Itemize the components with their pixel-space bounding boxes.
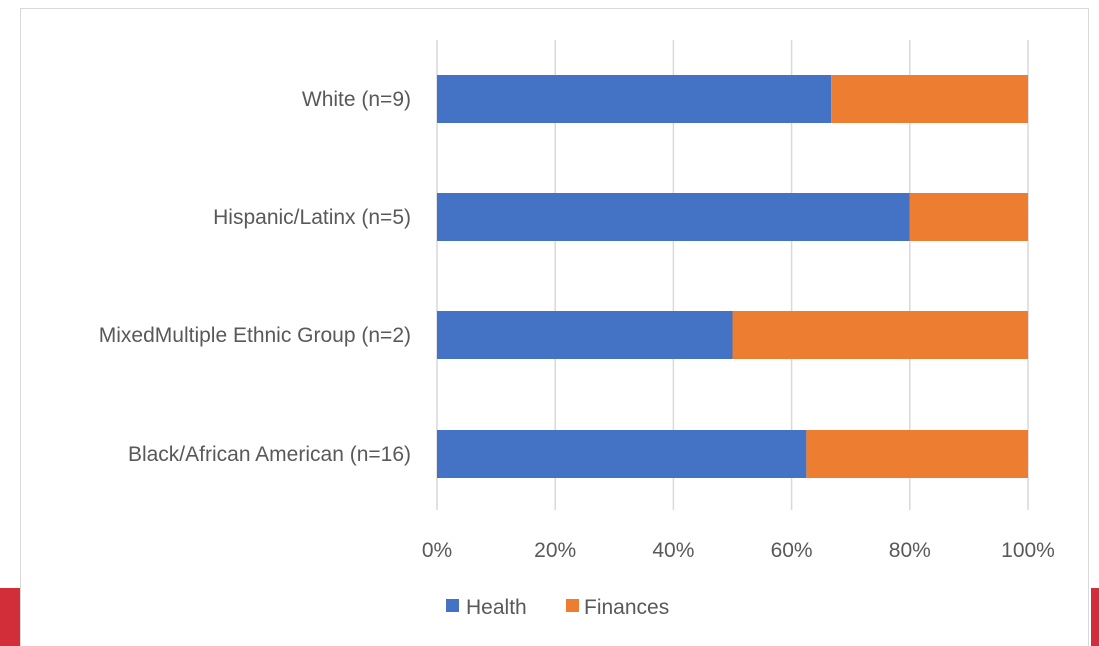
x-tick-label: 20% (534, 539, 576, 562)
x-tick-label: 40% (652, 539, 694, 562)
x-tick-label: 60% (771, 539, 813, 562)
red-accent-band-right (1091, 588, 1099, 646)
bar-segment-health (437, 311, 733, 359)
bar-segment-finances (909, 193, 1028, 241)
category-label: Hispanic/Latinx (n=5) (213, 206, 411, 229)
category-label: White (n=9) (302, 88, 411, 111)
legend-swatch-finances (566, 599, 579, 612)
category-labels: White (n=9) Hispanic/Latinx (n=5) MixedMul… (99, 88, 411, 466)
bar-segment-health (437, 430, 807, 478)
x-tick-label: 100% (1001, 539, 1055, 562)
x-tick-label: 80% (889, 539, 931, 562)
bar-segment-health (437, 193, 910, 241)
legend: Health Finances (446, 596, 669, 619)
bar-segment-finances (831, 75, 1028, 123)
legend-label-finances: Finances (584, 596, 669, 619)
bar-segment-finances (806, 430, 1028, 478)
legend-label-health: Health (466, 596, 527, 619)
bar-segment-finances (732, 311, 1028, 359)
bar-segment-health (437, 75, 832, 123)
x-tick-label: 0% (422, 539, 452, 562)
category-label: Black/African American (n=16) (128, 443, 411, 466)
x-axis-tick-labels: 0% 20% 40% 60% 80% 100% (422, 539, 1055, 562)
legend-swatch-health (446, 599, 459, 612)
bars (437, 75, 1028, 478)
category-label: MixedMultiple Ethnic Group (n=2) (99, 324, 411, 347)
red-accent-band-left (0, 588, 20, 646)
